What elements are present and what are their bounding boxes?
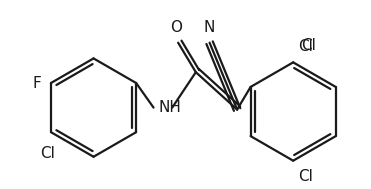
Text: Cl: Cl [298, 169, 313, 184]
Text: F: F [32, 76, 41, 91]
Text: Cl: Cl [301, 38, 316, 53]
Text: O: O [170, 20, 182, 35]
Text: Cl: Cl [298, 40, 313, 54]
Text: Cl: Cl [40, 146, 56, 161]
Text: N: N [204, 20, 215, 35]
Text: NH: NH [158, 100, 181, 115]
